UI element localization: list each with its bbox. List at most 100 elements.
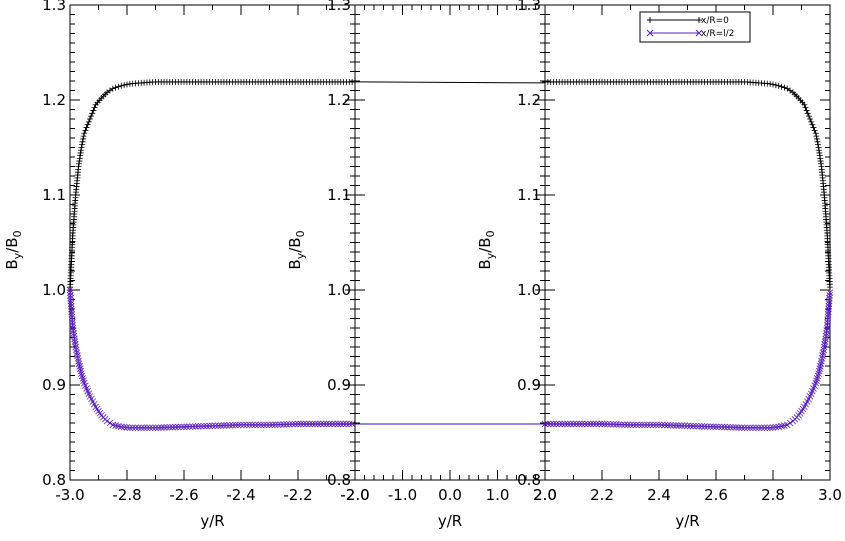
data-marker (294, 420, 302, 428)
plot-frame-left (69, 4, 356, 481)
data-marker (269, 421, 276, 429)
data-marker (149, 424, 156, 432)
y-tick-label: 1.0 (517, 281, 541, 299)
data-marker (109, 85, 116, 92)
data-marker (74, 355, 82, 362)
legend-box (639, 11, 751, 43)
data-marker (69, 327, 77, 334)
data-marker (809, 121, 816, 128)
panel-middle: 0.8 0.9 1.0 1.1 1.2 1.3 -2.0 -1.0 0.0 1.0 2.0 y/R By… (286, 0, 557, 530)
data-marker (824, 313, 832, 321)
data-marker (70, 330, 77, 337)
data-marker (813, 135, 820, 142)
data-marker (820, 346, 828, 354)
x-tick-label: -3.0 (55, 486, 84, 504)
data-marker (237, 421, 245, 429)
data-marker (76, 362, 83, 370)
data-marker (80, 135, 87, 142)
data-marker (561, 420, 569, 428)
data-marker (194, 423, 202, 430)
y-axis-title: By/B0 (3, 230, 24, 269)
y-tick-label: 1.3 (327, 0, 351, 14)
data-marker (297, 420, 305, 428)
data-marker (567, 420, 574, 428)
data-marker (82, 127, 89, 134)
data-marker (687, 422, 694, 430)
data-marker (340, 420, 347, 428)
x-tick-label: 2.6 (704, 486, 728, 504)
data-marker (584, 420, 592, 428)
data-marker (775, 82, 782, 89)
data-marker (217, 422, 225, 429)
y-tick-label: 1.1 (327, 186, 351, 204)
x-tick-label: -2.4 (226, 486, 255, 504)
data-marker (721, 423, 728, 431)
data-marker (802, 104, 809, 111)
data-marker (346, 420, 353, 428)
data-marker (75, 160, 82, 167)
data-marker (90, 107, 97, 114)
data-marker (69, 322, 76, 329)
data-marker (69, 324, 77, 332)
data-marker (68, 311, 76, 318)
data-marker (815, 141, 822, 148)
data-marker (232, 421, 239, 429)
data-marker (669, 422, 677, 429)
data-marker (819, 349, 827, 356)
data-marker (251, 421, 259, 429)
data-marker (77, 149, 84, 156)
data-marker (709, 423, 717, 430)
data-marker (821, 338, 829, 345)
data-marker (824, 316, 832, 324)
x-tick-label: -1.0 (388, 486, 417, 504)
data-marker (769, 424, 777, 431)
data-marker (69, 319, 76, 326)
data-marker (323, 420, 330, 428)
data-marker (772, 82, 779, 89)
data-marker (781, 84, 788, 91)
data-marker (77, 147, 84, 154)
data-marker (229, 421, 236, 429)
data-marker (681, 422, 688, 430)
data-marker (814, 138, 821, 145)
data-marker (541, 420, 549, 428)
data-marker (655, 421, 663, 429)
data-marker (155, 424, 162, 431)
data-marker (544, 420, 552, 428)
data-marker (337, 420, 345, 428)
data-marker (766, 424, 774, 432)
data-marker (73, 349, 81, 356)
data-marker (581, 420, 589, 428)
series-line-x-r-l2 (69, 289, 355, 429)
series-line-x-r-0 (354, 81, 546, 84)
data-marker (317, 420, 325, 428)
data-marker (206, 422, 213, 430)
data-marker (718, 423, 725, 431)
data-marker (778, 83, 785, 90)
data-marker (77, 367, 85, 375)
data-marker (157, 424, 165, 431)
y-tick-label: 1.1 (517, 186, 541, 204)
data-marker (826, 289, 834, 296)
data-marker (334, 420, 342, 428)
data-marker (291, 420, 299, 428)
data-marker (75, 163, 82, 170)
data-marker (752, 424, 760, 432)
data-marker (598, 420, 606, 428)
data-marker (67, 303, 75, 310)
x-tick-label: -2.2 (283, 486, 312, 504)
legend-marker (647, 17, 653, 23)
data-marker (812, 130, 819, 137)
data-marker (607, 420, 614, 428)
x-tick-label: -2.6 (169, 486, 198, 504)
data-marker (300, 420, 307, 428)
data-marker (770, 81, 776, 88)
data-marker (85, 118, 92, 125)
data-marker (78, 144, 85, 151)
data-marker (120, 423, 128, 431)
data-marker (257, 421, 265, 429)
x-tick-label: -2.8 (112, 486, 141, 504)
x-tick-label: 0.0 (438, 486, 462, 504)
data-marker (672, 422, 680, 429)
data-marker (684, 422, 691, 430)
